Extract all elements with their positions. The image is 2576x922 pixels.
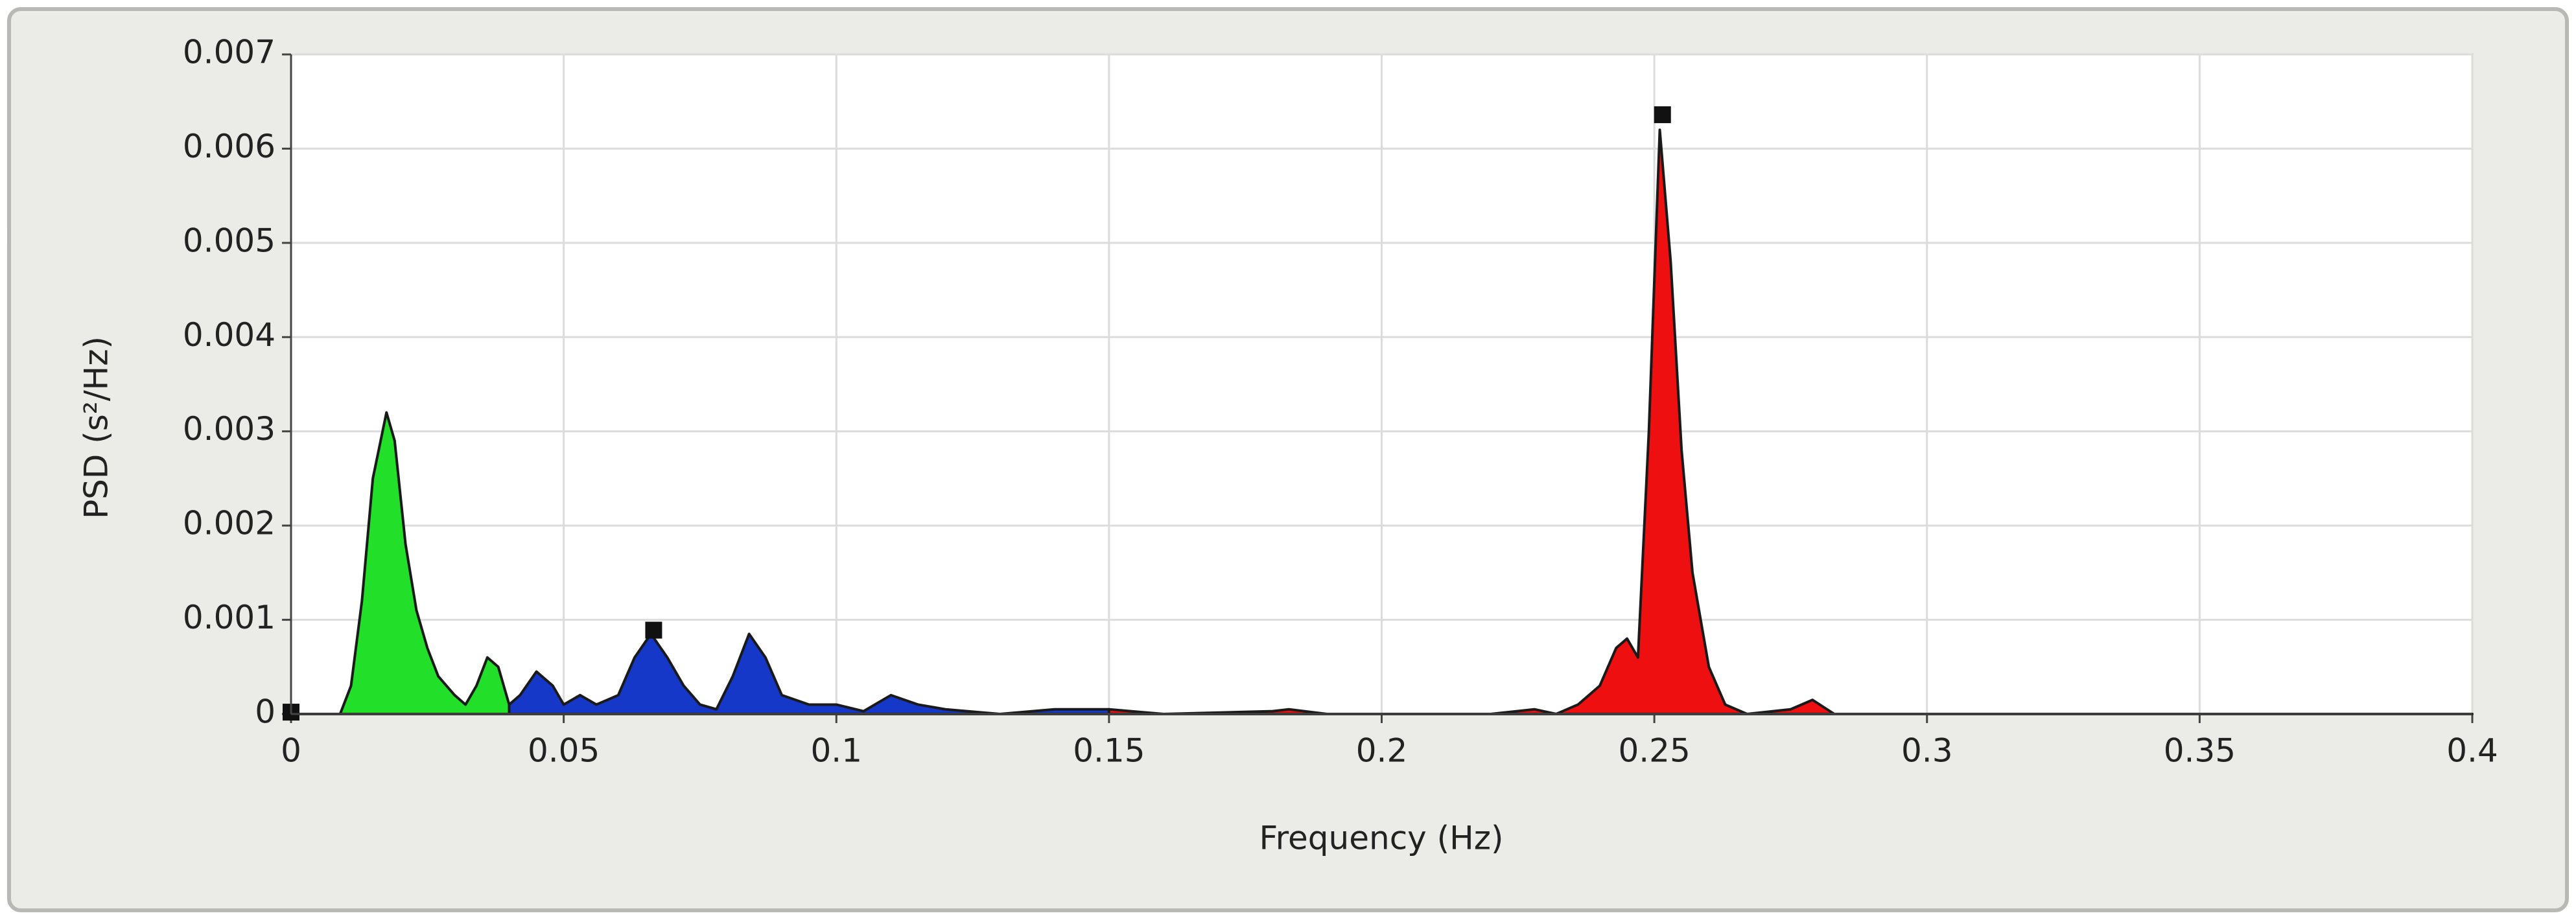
x-tick-label: 0.1 [810,732,862,770]
y-tick-label: 0.007 [183,34,275,71]
peak-marker [1654,106,1671,124]
x-tick-label: 0 [281,732,301,770]
x-tick-label: 0.35 [2164,732,2236,770]
x-tick-label: 0.4 [2446,732,2498,770]
peak-marker [645,621,662,639]
y-tick-label: 0.003 [183,410,275,448]
y-tick-label: 0 [255,693,275,731]
y-tick-label: 0.006 [183,128,275,165]
x-tick-label: 0.3 [1901,732,1953,770]
y-axis-label: PSD (s²/Hz) [78,336,115,519]
x-tick-label: 0.15 [1073,732,1145,770]
y-tick-label: 0.002 [183,505,275,542]
psd-area [508,632,1110,715]
y-tick-label: 0.005 [183,222,275,259]
y-tick-label: 0.004 [183,316,275,354]
psd-area [290,411,511,715]
x-axis-label: Frequency (Hz) [1259,820,1503,857]
x-tick-label: 0.2 [1356,732,1408,770]
psd-area [1107,128,2474,715]
y-tick-label: 0.001 [183,599,275,636]
x-tick-label: 0.05 [528,732,600,770]
x-tick-label: 0.25 [1618,732,1690,770]
